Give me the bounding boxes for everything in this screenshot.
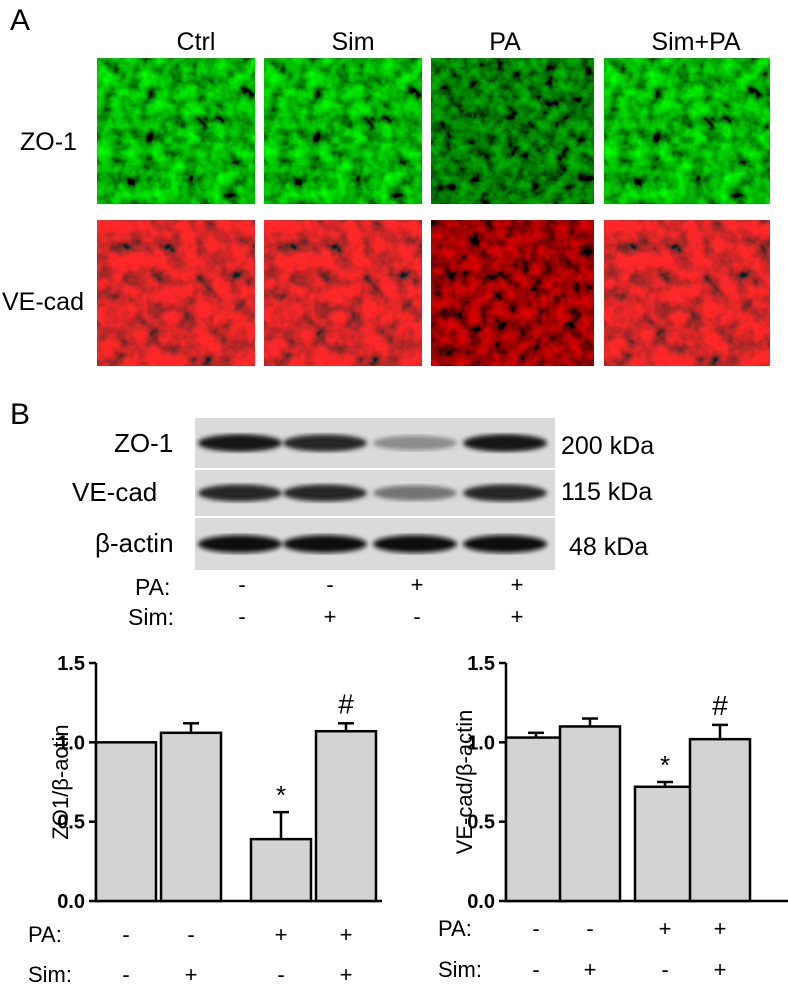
significance-label: * [660, 750, 670, 780]
sim-sign: + [714, 957, 727, 982]
sim-sign: + [584, 957, 597, 982]
blot-band [373, 485, 457, 501]
micrograph-zo1-ctrl [97, 58, 255, 204]
sim-sign: + [340, 962, 353, 987]
pa-sign: + [340, 922, 353, 947]
significance-label: * [276, 780, 286, 810]
blot-band [283, 484, 367, 502]
bar [688, 737, 752, 903]
micrograph-vecad-pa [431, 220, 594, 366]
blot-band [463, 434, 547, 452]
pa-row-label: PA: [438, 916, 472, 941]
blot-sim-sign-3: - [413, 604, 421, 629]
blot-band [373, 435, 457, 451]
blot-zo1 [195, 418, 555, 468]
row-label-zo1: ZO-1 [20, 128, 77, 156]
micrograph-zo1-sim-pa [604, 58, 770, 204]
panel-a-letter: A [10, 4, 31, 37]
y-tick-label: 0.0 [467, 891, 495, 913]
sim-sign: - [532, 957, 539, 982]
micrograph-zo1-pa [431, 58, 594, 204]
panel-b-letter: B [10, 398, 31, 431]
pa-sign: + [714, 916, 727, 941]
blot-sim-sign-1: - [238, 604, 246, 629]
y-tick-label: 1.5 [57, 653, 85, 675]
micrograph-vecad-sim-pa [604, 220, 770, 366]
blot-band [283, 535, 367, 553]
blot-label-vecad: VE-cad [72, 477, 158, 507]
blot-label-beta-actin: β-actin [95, 528, 174, 558]
micrograph-vecad-sim [264, 220, 422, 366]
sim-row-label: Sim: [438, 957, 482, 982]
y-axis-label: ZO1/β-actin [48, 724, 73, 839]
blot-band [283, 434, 367, 452]
blot-band [198, 535, 282, 553]
column-label-sim-pa: Sim+PA [651, 28, 741, 56]
bar [159, 731, 223, 903]
blot-pa-label: PA: [135, 574, 171, 600]
sim-sign: - [277, 962, 284, 987]
bar [249, 837, 313, 903]
significance-label: # [712, 690, 728, 721]
sim-sign: - [661, 957, 668, 982]
column-label-pa: PA [489, 28, 521, 56]
blot-band [198, 484, 282, 502]
blot-sim-label: Sim: [128, 604, 174, 630]
blot-label-zo1: ZO-1 [114, 428, 174, 458]
y-tick-label: 1.5 [467, 653, 495, 675]
kda-label-vecad: 115 kDa [561, 478, 653, 506]
blot-band [463, 535, 547, 553]
blot-sim-sign-2: + [323, 604, 337, 629]
sim-row-label: Sim: [28, 962, 72, 987]
bar-chart-vecad: 0.0 0.5 1.0 1.5 VE-cad/β-actin * # PA: Sim: - - + + -… [438, 653, 788, 982]
bar [633, 785, 697, 903]
blot-pa-sign-2: - [326, 572, 334, 597]
significance-label: # [338, 688, 354, 719]
sim-sign: + [185, 962, 198, 987]
bar [504, 736, 568, 903]
bar-chart-zo1: 0.0 0.5 1.0 1.5 ZO1/β-actin * # PA: Sim: - - + + - + - + [28, 653, 382, 987]
blot-vecad [195, 470, 555, 516]
pa-sign: - [532, 916, 539, 941]
blot-band [373, 535, 457, 553]
blot-band [463, 484, 547, 502]
pa-row-label: PA: [28, 922, 62, 947]
y-tick-label: 0.5 [467, 812, 495, 834]
y-tick-label: 0.0 [57, 891, 85, 913]
bar [94, 741, 158, 903]
y-axis-label: VE-cad/β-actin [452, 710, 477, 855]
pa-sign: - [586, 916, 593, 941]
blot-band [198, 434, 282, 452]
micrograph-vecad-ctrl [97, 220, 255, 366]
blot-pa-sign-4: + [510, 572, 524, 597]
blot-pa-sign-1: - [238, 572, 246, 597]
pa-sign: - [122, 922, 129, 947]
blot-pa-sign-3: + [410, 572, 424, 597]
kda-label-beta-actin: 48 kDa [569, 533, 649, 561]
column-label-sim: Sim [331, 28, 375, 56]
blot-sim-sign-4: + [510, 604, 524, 629]
micrograph-zo1-sim [264, 58, 422, 204]
bar [558, 725, 622, 903]
column-label-ctrl: Ctrl [176, 28, 216, 56]
kda-label-zo1: 200 kDa [561, 432, 655, 460]
bar [314, 729, 378, 903]
row-label-vecad: VE-cad [2, 288, 84, 316]
pa-sign: + [275, 922, 288, 947]
y-tick-label: 1.0 [467, 732, 495, 754]
y-tick-label: 0.5 [57, 812, 85, 834]
sim-sign: - [122, 962, 129, 987]
pa-sign: + [659, 916, 672, 941]
y-tick-label: 1.0 [57, 732, 85, 754]
pa-sign: - [187, 922, 194, 947]
blot-beta-actin [195, 518, 555, 570]
